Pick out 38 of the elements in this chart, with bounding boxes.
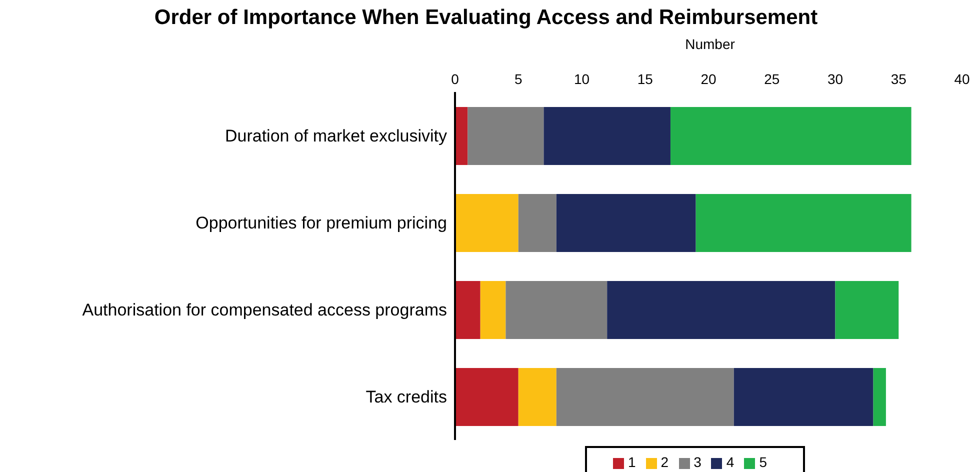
x-tick-label: 40 <box>954 71 970 87</box>
x-tick-label: 0 <box>451 71 460 87</box>
bar <box>607 281 836 339</box>
bar <box>670 107 912 165</box>
bar <box>455 281 480 339</box>
chart-title: Order of Importance When Evaluating Access and Reimbursement <box>154 6 818 29</box>
x-tick-label: 30 <box>827 71 844 87</box>
legend-label: 3 <box>694 454 702 470</box>
bar <box>480 281 506 339</box>
bar <box>544 107 670 165</box>
y-tick-label: Tax credits <box>366 388 447 407</box>
legend-label: 4 <box>726 454 734 470</box>
x-tick-label: 10 <box>574 71 590 87</box>
bar <box>455 368 518 426</box>
legend-label: 5 <box>759 454 767 470</box>
bar <box>506 281 608 339</box>
bar <box>468 107 544 165</box>
bar <box>835 281 899 339</box>
bar <box>455 107 468 165</box>
y-tick-label: Opportunities for premium pricing <box>196 214 447 233</box>
x-tick-label: 20 <box>700 71 716 87</box>
y-tick-label: Authorisation for compensated access programs <box>82 300 447 320</box>
legend-label: 2 <box>660 454 669 470</box>
bar <box>696 194 912 252</box>
bar <box>518 194 556 252</box>
y-tick-label: Duration of market exclusivity <box>224 126 448 146</box>
legend-label: 1 <box>628 454 636 470</box>
bar <box>734 368 874 426</box>
bar <box>518 368 556 426</box>
bar <box>455 194 518 252</box>
bar <box>873 368 886 426</box>
x-tick-label: 5 <box>514 71 522 87</box>
x-tick-label: 15 <box>637 71 654 87</box>
x-axis-title: Number <box>684 36 736 52</box>
bar <box>556 194 696 252</box>
bar <box>556 368 734 426</box>
x-tick-label: 35 <box>890 71 907 87</box>
x-tick-label: 25 <box>764 71 780 87</box>
